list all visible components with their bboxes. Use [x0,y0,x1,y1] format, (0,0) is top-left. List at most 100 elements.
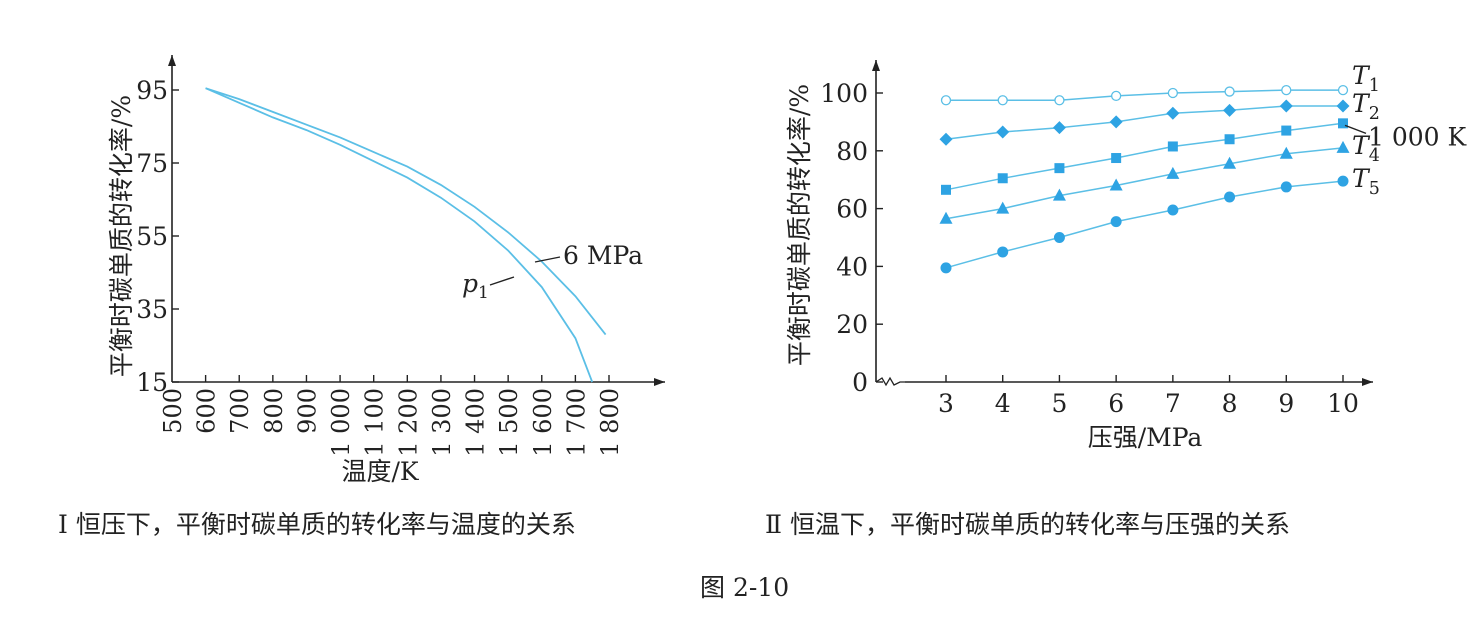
left-x-tick-label: 1 500 [495,388,523,457]
series-label-leader [1344,124,1367,134]
data-point-circle [1167,204,1179,216]
right-y-axis-label: 平衡时碳单质的转化率/% [785,84,814,366]
data-point-circle [1224,191,1236,203]
left-x-tick-label: 1 800 [596,388,624,457]
caption-left: Ⅰ 恒压下，平衡时碳单质的转化率与温度的关系 [58,510,576,539]
data-point-square [941,184,951,195]
left-x-tick-label: 800 [260,388,288,434]
right-x-tick-label: 3 [938,389,954,418]
figure-label: 图 2-10 [700,573,790,602]
data-point-square [1054,163,1065,174]
data-point-open-circle [997,95,1008,106]
left-x-tick-label: 500 [159,388,187,434]
left-y-tick-label: 15 [136,368,168,397]
series-label: T2 [1352,89,1380,124]
data-point-square [997,173,1008,184]
data-point-open-circle [1167,87,1179,99]
data-point-diamond [996,125,1010,139]
label-leader-6mpa [534,256,561,263]
data-point-triangle [939,211,953,224]
series-label-6mpa: 6 MPa [563,241,643,270]
data-point-triangle [1166,166,1180,179]
left-x-tick-label: 900 [293,388,321,434]
data-point-circle [1110,216,1122,228]
data-point-open-circle [1054,95,1065,106]
left-x-axis-arrowhead [654,378,665,386]
data-point-square [1224,134,1235,145]
data-point-diamond [1279,99,1293,113]
axis-break-icon [875,376,905,387]
left-curve-0 [205,87,607,336]
data-point-square [1338,118,1348,129]
right-y-tick-label: 0 [852,368,868,397]
data-point-diamond [1052,121,1066,135]
data-point-diamond [1109,115,1123,129]
data-point-circle [1053,232,1065,243]
right-y-tick-label: 80 [836,137,868,166]
right-x-tick-label: 7 [1165,389,1181,418]
left-y-axis-label: 平衡时碳单质的转化率/% [107,95,136,377]
data-point-triangle [1336,140,1350,153]
left-y-tick-label: 55 [136,222,168,251]
data-point-triangle [1052,188,1066,201]
data-point-diamond [939,132,953,146]
data-point-triangle [1279,146,1293,159]
series-label: 1 000 K [1368,122,1468,151]
series-line-4 [945,180,1344,269]
right-x-tick-label: 4 [995,389,1011,418]
data-point-square [1167,141,1178,152]
data-point-square [1111,153,1122,164]
right-x-tick-label: 9 [1278,389,1294,418]
series-label: T1 [1352,61,1380,96]
right-x-tick-label: 6 [1108,389,1124,418]
left-y-axis-arrowhead [168,55,176,66]
left-x-tick-label: 1 600 [529,388,557,457]
left-x-tick-label: 1 700 [562,388,590,457]
data-point-triangle [996,201,1010,214]
data-point-diamond [1166,106,1180,120]
right-x-tick-label: 5 [1051,389,1067,418]
left-x-tick-label: 1 300 [428,388,456,457]
data-point-circle [997,246,1009,258]
right-x-tick-label: 8 [1222,389,1238,418]
data-point-open-circle [1224,86,1235,97]
data-point-circle [1280,181,1292,193]
right-x-tick-label: 10 [1327,389,1359,418]
left-x-tick-label: 1 400 [462,388,490,457]
caption-right: Ⅱ 恒温下，平衡时碳单质的转化率与压强的关系 [765,510,1290,539]
left-x-tick-label: 1 000 [327,388,355,457]
right-y-tick-label: 60 [836,195,868,224]
data-point-diamond [1223,103,1237,117]
data-point-open-circle [1337,84,1349,96]
right-x-axis-arrowhead [1362,378,1373,386]
series-line-0 [946,89,1343,101]
left-x-tick-label: 1 200 [394,388,422,457]
right-y-tick-label: 40 [836,252,868,281]
left-y-tick-label: 35 [136,295,168,324]
data-point-square [1281,125,1292,136]
left-x-axis-label: 温度/K [341,457,419,486]
series-line-2 [945,122,1344,191]
data-point-circle [1337,175,1349,187]
data-point-open-circle [1281,84,1292,96]
series-label: T4 [1352,131,1380,166]
left-y-tick-label: 75 [136,149,168,178]
left-curve-1 [205,87,594,383]
series-line-3 [945,147,1344,220]
series-label: T5 [1352,164,1380,199]
series-line-1 [945,105,1343,140]
right-y-axis-arrowhead [872,60,880,71]
right-y-tick-label: 20 [836,310,868,339]
data-point-triangle [1223,156,1237,169]
data-point-circle [940,262,952,274]
left-x-tick-label: 1 100 [361,388,389,457]
data-point-triangle [1109,178,1123,191]
right-y-tick-label: 100 [820,79,868,108]
left-x-tick-label: 600 [193,388,221,434]
data-point-diamond [1336,99,1350,113]
label-leader-p1 [489,276,515,286]
left-y-tick-label: 95 [136,76,168,105]
data-point-open-circle [940,95,952,106]
data-point-open-circle [1110,90,1122,102]
